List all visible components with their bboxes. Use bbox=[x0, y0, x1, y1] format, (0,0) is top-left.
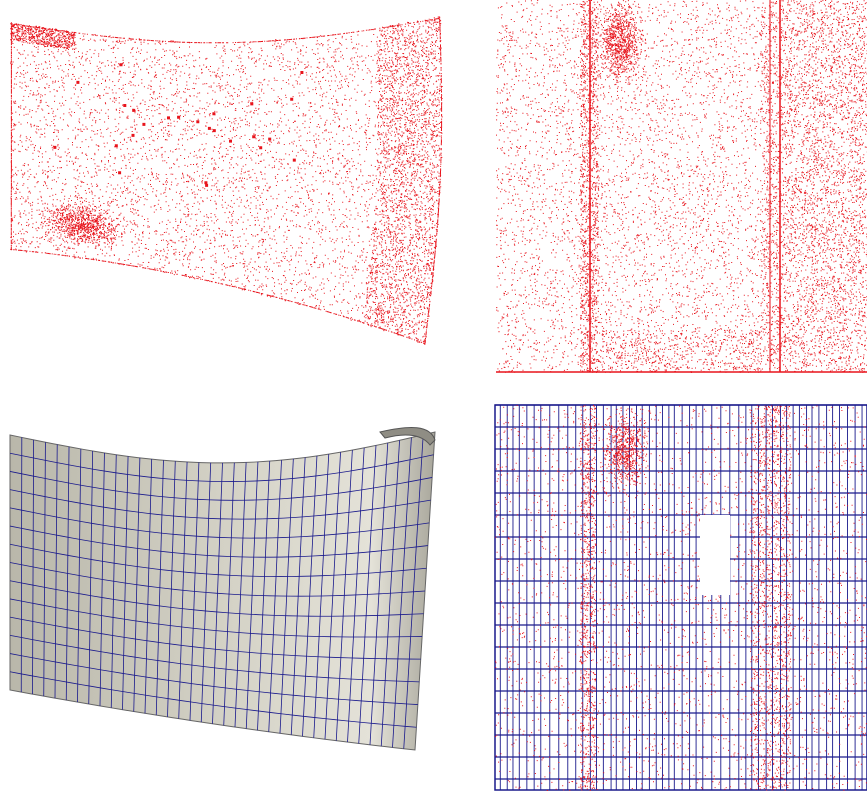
mesh-line bbox=[9, 471, 433, 501]
surface-curl bbox=[379, 427, 436, 446]
mesh-line bbox=[9, 580, 424, 617]
mesh-line bbox=[9, 598, 423, 638]
mesh-line bbox=[9, 452, 434, 482]
mesh-with-points bbox=[494, 404, 867, 791]
point-cloud-unrolled bbox=[496, 0, 867, 373]
mesh-line bbox=[9, 653, 418, 705]
mesh-hole bbox=[700, 515, 730, 595]
surface-mesh bbox=[9, 427, 436, 751]
points bbox=[495, 405, 867, 791]
mesh-line bbox=[9, 634, 420, 683]
mesh-line bbox=[9, 489, 431, 520]
mesh-line bbox=[9, 507, 430, 539]
mesh-line bbox=[9, 616, 421, 660]
mesh-line bbox=[9, 525, 428, 558]
mesh-line bbox=[9, 671, 417, 728]
points bbox=[496, 0, 867, 373]
mesh-line bbox=[9, 543, 427, 577]
mesh-line bbox=[9, 562, 426, 597]
mesh-background bbox=[494, 404, 867, 791]
